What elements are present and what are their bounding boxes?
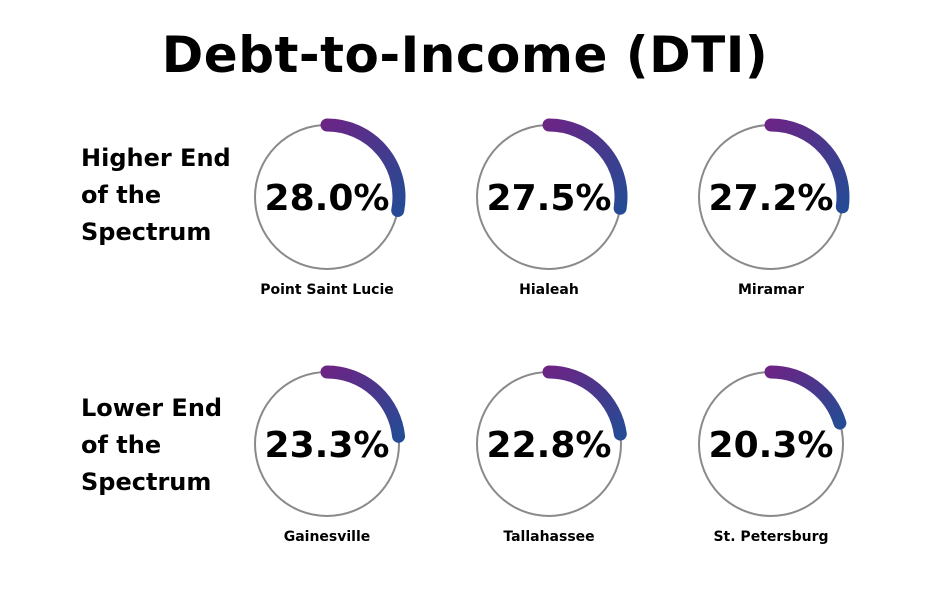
gauge-value-point-saint-lucie: 28.0% (265, 178, 390, 219)
city-label-st-petersburg: St. Petersburg (713, 529, 829, 545)
row-label-higher-end: Higher End of the Spectrum (81, 144, 231, 246)
gauge-arc-hialeah (542, 118, 628, 215)
gauge-arc-point-saint-lucie (320, 118, 406, 217)
gauge-arc-gainesville (320, 365, 406, 443)
city-label-point-saint-lucie: Point Saint Lucie (260, 282, 394, 298)
city-label-tallahassee: Tallahassee (503, 529, 595, 545)
row-label-lower-end: Lower End of the Spectrum (81, 394, 223, 496)
gauge-arc-miramar (764, 118, 850, 214)
gauge-arc-tallahassee (542, 365, 627, 441)
city-label-gainesville: Gainesville (283, 529, 371, 545)
city-label-miramar: Miramar (737, 282, 805, 298)
gauge-value-tallahassee: 22.8% (487, 425, 612, 466)
city-label-hialeah: Hialeah (519, 282, 579, 298)
gauge-value-hialeah: 27.5% (487, 178, 612, 219)
gauge-value-st-petersburg: 20.3% (709, 425, 834, 466)
gauge-value-gainesville: 23.3% (265, 425, 390, 466)
gauge-value-miramar: 27.2% (709, 178, 834, 219)
gauge-arc-st-petersburg (764, 365, 847, 430)
chart-title: Debt-to-Income (DTI) (161, 26, 769, 84)
